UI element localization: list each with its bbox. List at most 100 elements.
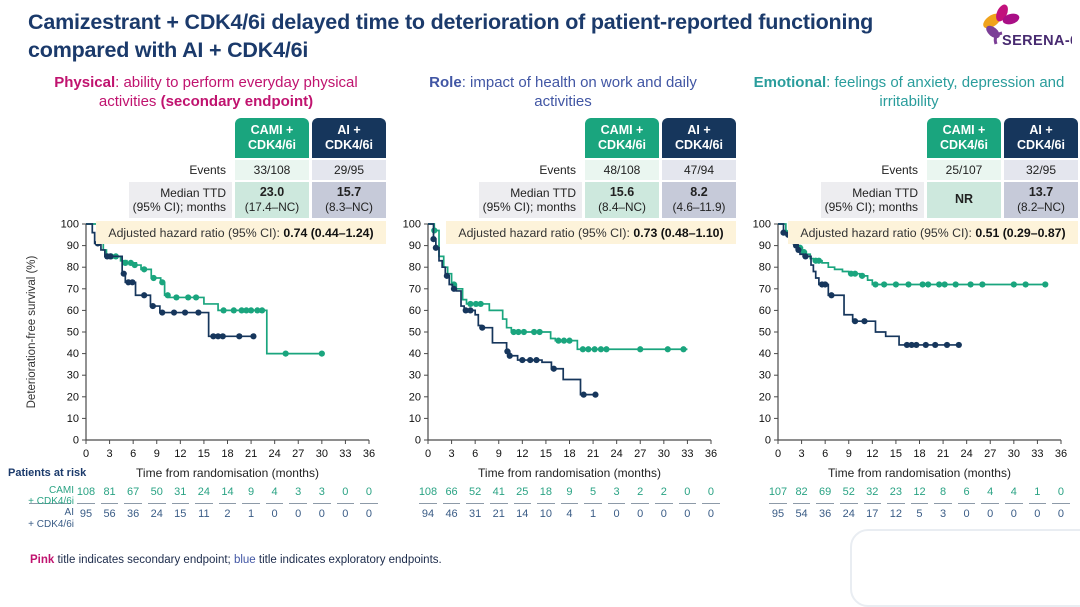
events-value-cami: 33/108 [235,160,309,181]
events-cami-text: 48/108 [603,163,641,177]
y-tick-label: 50 [67,326,79,338]
y-tick-label: 70 [67,283,79,295]
risk-count: 46 [445,508,458,521]
events-value-ai: 47/94 [662,160,736,181]
panel-row: Physical: ability to perform everyday ph… [0,71,1080,530]
censor-dot [170,309,178,316]
events-label: Events [821,160,924,180]
patients-at-risk-table: 107 82 69 52 32 23 12 8 6 4 4 1 0 95 54 36 24 17 12 5 3 0 0 0 0 0 [738,485,1080,521]
logo-petal-magenta-right [1002,13,1020,25]
km-chart-wrap: 0 10 20 30 40 50 60 70 80 90 100 0 3 6 9 12 15 18 21 24 27 30… [388,218,738,469]
censor-dot [467,300,474,307]
median-label: Median TTD (95% CI); months [128,182,232,218]
median-value-ai: 15.7 (8.3–NC) [312,182,386,218]
panel-role: Role: impact of health on work and daily… [388,71,738,521]
censor-dot [859,272,866,279]
y-tick-label: 50 [759,326,771,338]
events-ai-text: 47/94 [683,163,715,177]
risk-count: 56 [103,508,116,521]
censor-dot [585,345,592,352]
median-cami-value: 15.6 [609,185,635,200]
x-tick-label: 36 [1055,448,1067,460]
risk-count: 21 [492,508,505,521]
censor-dot [527,356,534,363]
censor-dot [802,252,809,260]
x-tick-label: 3 [449,448,455,460]
x-axis-title: Time from randomisation (months) [828,465,1011,480]
y-tick-label: 30 [759,369,771,381]
x-tick-label: 6 [130,448,136,460]
km-chart-wrap: 0 10 20 30 40 50 60 70 80 90 100 0 3 6 9 12 15 18 21 24 27 30… [24,218,388,469]
censor-dot [159,278,166,285]
x-tick-label: 30 [658,448,670,460]
censor-dot [905,280,912,288]
y-tick-label: 90 [67,240,79,252]
y-tick-label: 10 [759,412,771,424]
serena6-logo: SERENA-6 [976,3,1078,54]
y-tick-label: 70 [759,283,771,295]
censor-dot [919,280,926,288]
patients-at-risk-table: 108 66 52 41 25 18 9 5 3 2 2 0 0 94 46 31 21 14 10 4 1 0 0 0 0 0 [388,485,738,521]
y-tick-label: 70 [409,283,421,295]
censor-dot [828,291,835,298]
km-chart-wrap: 0 10 20 30 40 50 60 70 80 90 100 0 3 6 9 12 15 18 21 24 27 30… [738,218,1080,469]
median-cami-ci: (8.4–NC) [598,200,646,215]
risk-count: 52 [469,485,482,498]
censor-dot [1042,280,1049,288]
censor-dot [432,244,439,251]
y-tick-label: 20 [409,391,421,403]
censor-dot [149,302,156,309]
events-ai-text: 32/95 [1025,163,1057,177]
censor-dot [955,341,962,348]
logo-wordmark: SERENA-6 [1002,33,1072,49]
risk-count: 0 [1010,508,1017,521]
risk-count: 0 [1034,508,1041,521]
risk-count: 5 [916,508,923,521]
column-header-ai: AI + CDK4/6i [1004,117,1078,158]
x-tick-label: 0 [425,448,431,460]
events-label: Events [479,160,582,180]
y-tick-label: 100 [403,218,421,230]
slide-header: Camizestrant + CDK4/6i delayed time to d… [0,0,1080,65]
y-tick-label: 100 [753,218,771,230]
censor-dot [462,306,469,314]
series-line [428,222,688,350]
risk-count: 0 [365,485,372,498]
risk-count: 0 [342,508,349,521]
y-tick-label: 60 [759,304,771,316]
hazard-ratio-value: 0.74 (0.44–1.24) [283,225,374,240]
median-ai-value: 13.7 [1028,185,1054,200]
censor-dot [680,345,687,352]
risk-row: CAMI + CDK4/6i 108 81 67 50 31 24 14 9 4 3 3 0 0 [24,485,388,508]
patients-at-risk-label: Patients at risk [8,466,87,479]
median-cami-ci: (17.4–NC) [244,200,300,215]
risk-count: 36 [127,508,140,521]
risk-count: 15 [174,508,187,521]
censor-dot [122,259,129,266]
y-tick-label: 60 [67,304,79,316]
footnote-blue: blue [233,554,256,566]
risk-count: 1 [1034,485,1041,498]
panel-title: Emotional: feelings of anxiety, depressi… [748,73,1070,112]
censor-dot [150,274,157,281]
risk-count: 36 [819,508,832,521]
panel-physical: Physical: ability to perform everyday ph… [8,71,388,530]
x-tick-label: 27 [292,448,304,460]
x-axis-title: Time from randomisation (months) [136,465,319,480]
hazard-ratio-bar: Adjusted hazard ratio (95% CI): 0.51 (0.… [788,220,1078,244]
events-cami-text: 33/108 [253,163,291,177]
risk-count: 2 [637,485,644,498]
median-value-cami: 23.0 (17.4–NC) [235,182,309,218]
risk-count: 6 [963,485,970,498]
risk-count: 52 [842,485,855,498]
censor-dot [1022,280,1029,288]
panel-title-rest: : ability to perform everyday physical a… [98,73,358,111]
censor-dot [536,328,543,335]
censor-dot [952,280,959,288]
censor-dot [506,352,513,359]
censor-dot [936,280,943,288]
column-header-ai: AI + CDK4/6i [662,117,736,158]
censor-dot [579,345,586,352]
